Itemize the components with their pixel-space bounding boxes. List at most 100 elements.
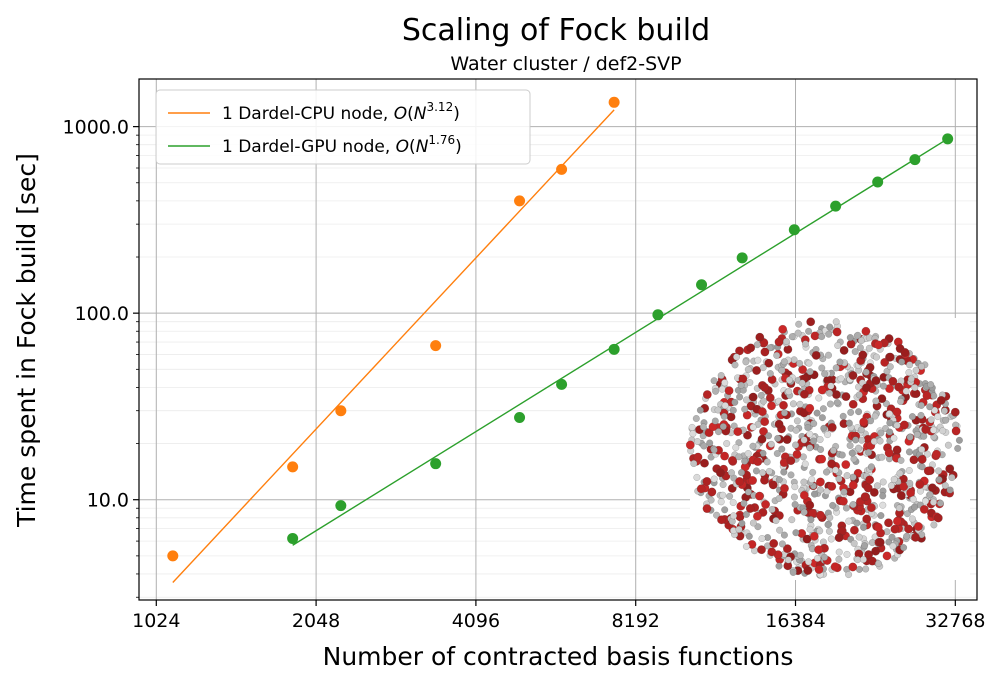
oxygen-atom	[892, 516, 902, 526]
oxygen-atom	[848, 399, 858, 409]
oxygen-atom	[717, 515, 726, 525]
hydrogen-atom	[780, 409, 789, 417]
oxygen-atom	[755, 332, 765, 342]
hydrogen-atom	[893, 421, 901, 429]
oxygen-atom	[715, 468, 725, 478]
hydrogen-atom	[711, 417, 719, 425]
oxygen-atom	[810, 331, 820, 341]
hydrogen-atom	[789, 568, 797, 576]
hydrogen-atom	[935, 467, 943, 475]
hydrogen-atom	[720, 412, 728, 420]
hydrogen-atom	[870, 437, 878, 445]
oxygen-atom	[945, 464, 955, 474]
oxygen-atom	[799, 389, 809, 399]
hydrogen-atom	[773, 449, 781, 458]
hydrogen-atom	[796, 400, 804, 408]
oxygen-atom	[702, 504, 712, 514]
hydrogen-atom	[806, 430, 814, 438]
x-tick-label: 1024	[132, 610, 180, 632]
oxygen-atom	[707, 487, 717, 497]
oxygen-atom	[685, 440, 695, 450]
oxygen-atom	[869, 487, 879, 497]
hydrogen-atom	[843, 550, 851, 558]
hydrogen-atom	[817, 445, 825, 454]
hydrogen-atom	[758, 534, 766, 543]
hydrogen-atom	[773, 351, 781, 359]
oxygen-atom	[827, 422, 837, 432]
hydrogen-atom	[744, 365, 752, 374]
hydrogen-atom	[710, 475, 718, 483]
y-tick-label: 1000.0	[63, 117, 129, 139]
hydrogen-atom	[813, 554, 822, 562]
hydrogen-atom	[774, 434, 782, 442]
hydrogen-atom	[765, 432, 773, 440]
oxygen-atom	[760, 475, 769, 485]
oxygen-atom	[782, 435, 792, 445]
oxygen-atom	[861, 326, 871, 336]
hydrogen-atom	[854, 331, 862, 339]
hydrogen-atom	[832, 318, 840, 326]
oxygen-atom	[890, 524, 900, 534]
oxygen-atom	[724, 386, 734, 396]
data-point-series-1	[514, 195, 526, 207]
hydrogen-atom	[736, 393, 744, 401]
hydrogen-atom	[767, 440, 775, 448]
hydrogen-atom	[826, 400, 834, 408]
hydrogen-atom	[872, 397, 880, 405]
oxygen-atom	[768, 480, 778, 490]
hydrogen-atom	[721, 401, 729, 410]
data-point-series-2	[830, 200, 842, 212]
oxygen-atom	[913, 522, 923, 531]
hydrogen-atom	[874, 560, 883, 568]
hydrogen-atom	[766, 370, 774, 378]
hydrogen-atom	[735, 439, 743, 447]
hydrogen-atom	[918, 445, 926, 454]
oxygen-atom	[774, 337, 784, 347]
water-cluster-inset	[685, 317, 970, 580]
hydrogen-atom	[738, 519, 746, 527]
data-point-series-1	[556, 163, 568, 175]
hydrogen-atom	[843, 472, 851, 480]
fit-line-series-1	[172, 109, 615, 583]
hydrogen-atom	[782, 337, 790, 346]
data-point-series-2	[287, 532, 299, 544]
hydrogen-atom	[806, 444, 814, 452]
hydrogen-atom	[804, 423, 812, 432]
oxygen-atom	[906, 488, 916, 498]
oxygen-atom	[899, 420, 909, 430]
hydrogen-atom	[790, 493, 798, 501]
hydrogen-atom	[752, 467, 760, 475]
oxygen-atom	[858, 350, 868, 360]
oxygen-atom	[865, 475, 875, 485]
oxygen-atom	[814, 545, 824, 555]
oxygen-atom	[693, 452, 703, 462]
hydrogen-atom	[754, 523, 762, 531]
hydrogen-atom	[941, 482, 949, 490]
hydrogen-atom	[792, 426, 800, 434]
hydrogen-atom	[857, 337, 865, 345]
hydrogen-atom	[855, 391, 863, 399]
hydrogen-atom	[735, 453, 743, 461]
hydrogen-atom	[888, 533, 896, 541]
oxygen-atom	[922, 391, 932, 401]
hydrogen-atom	[835, 548, 843, 556]
hydrogen-atom	[699, 423, 707, 431]
oxygen-atom	[760, 382, 770, 392]
hydrogen-atom	[908, 515, 916, 523]
hydrogen-atom	[809, 437, 818, 445]
x-tick-label: 4096	[452, 610, 500, 632]
hydrogen-atom	[850, 539, 858, 547]
hydrogen-atom	[845, 517, 853, 525]
hydrogen-atom	[917, 362, 926, 371]
hydrogen-atom	[906, 433, 914, 441]
hydrogen-atom	[920, 432, 928, 440]
hydrogen-atom	[791, 483, 799, 491]
hydrogen-atom	[923, 450, 931, 458]
oxygen-atom	[782, 544, 792, 554]
hydrogen-atom	[859, 555, 867, 564]
hydrogen-atom	[879, 492, 887, 500]
hydrogen-atom	[778, 445, 786, 453]
hydrogen-atom	[794, 329, 802, 337]
hydrogen-atom	[846, 334, 854, 342]
